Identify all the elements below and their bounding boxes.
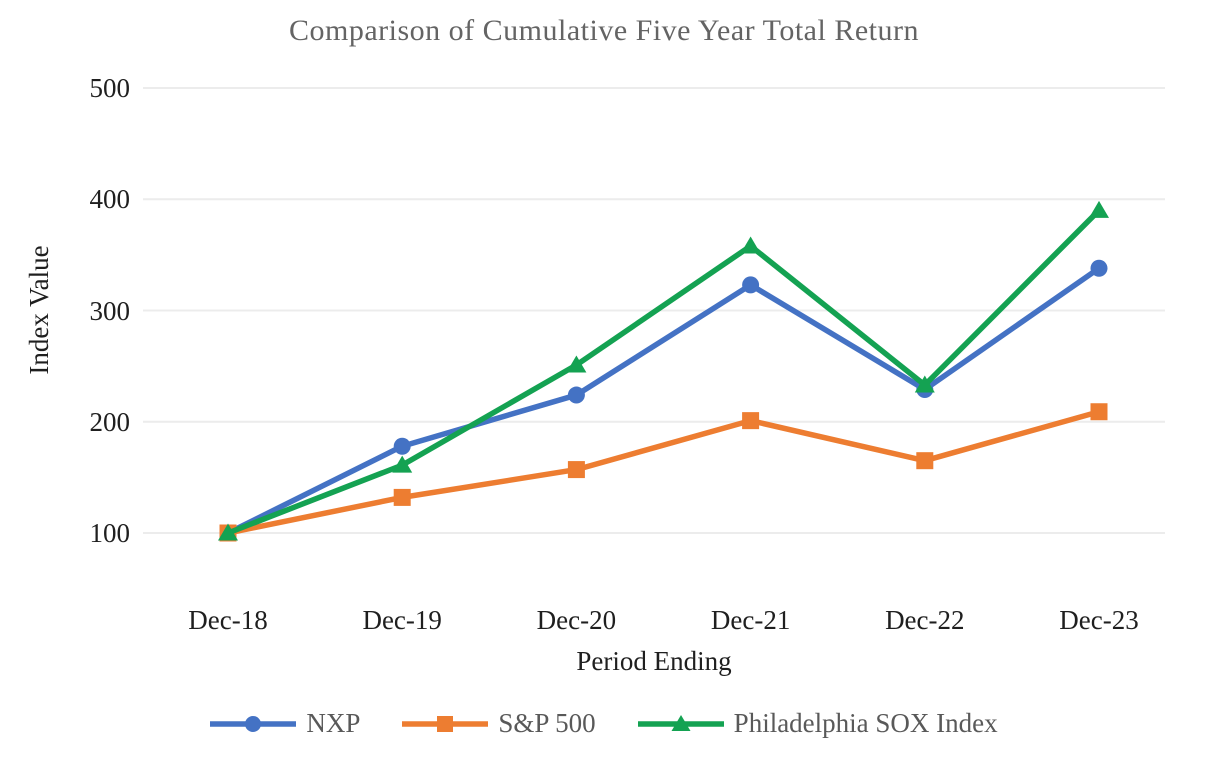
triangle-marker [392, 455, 413, 473]
series-line [225, 207, 1102, 536]
circle-marker [742, 276, 760, 294]
legend-label: S&P 500 [498, 708, 596, 738]
series-line [225, 265, 1102, 536]
x-tick-label: Dec-18 [188, 605, 268, 635]
legend-key-circle [210, 715, 297, 732]
triangle-marker [740, 236, 761, 254]
series-philadelphia-sox-index [218, 200, 1109, 541]
circle-marker [245, 715, 262, 732]
legend-key-triangle [637, 714, 724, 731]
y-tick-label: 100 [89, 518, 131, 548]
square-marker [1090, 403, 1108, 421]
legend: NXP S&P 500 Philadelphia SOX Index [0, 708, 1208, 739]
legend-label: NXP [306, 708, 361, 738]
circle-marker [393, 437, 411, 455]
triangle-marker [1089, 200, 1109, 218]
x-tick-label: Dec-21 [710, 605, 791, 635]
triangle-marker [914, 375, 935, 393]
circle-marker [567, 386, 585, 404]
y-tick-label: 500 [89, 73, 131, 103]
square-marker [567, 461, 585, 479]
legend-item-philadelphia-sox-index: Philadelphia SOX Index [637, 708, 998, 739]
square-marker [742, 412, 760, 430]
y-tick-label: 200 [89, 406, 131, 437]
square-marker [393, 488, 411, 506]
legend-key-square [402, 715, 489, 732]
x-tick-label: Dec-22 [885, 605, 965, 635]
y-tick-label: 300 [89, 295, 131, 326]
series-nxp [219, 259, 1108, 542]
triangle-marker [671, 714, 691, 731]
x-axis-title: Period Ending [576, 646, 732, 676]
triangle-marker [218, 523, 238, 541]
x-tick-label: Dec-20 [536, 605, 617, 635]
x-tick-label: Dec-19 [362, 605, 442, 635]
y-tick-label: 400 [89, 184, 131, 215]
circle-marker [1090, 259, 1108, 277]
series-line [225, 408, 1102, 536]
chart-title: Comparison of Cumulative Five Year Total… [289, 14, 919, 47]
legend-label: Philadelphia SOX Index [733, 708, 998, 738]
square-marker [437, 715, 454, 732]
triangle-marker [566, 355, 587, 373]
legend-item-nxp: NXP [210, 708, 360, 739]
x-tick-label: Dec-23 [1059, 605, 1139, 635]
square-marker [916, 452, 934, 470]
legend-item-s-p-500: S&P 500 [402, 708, 596, 739]
